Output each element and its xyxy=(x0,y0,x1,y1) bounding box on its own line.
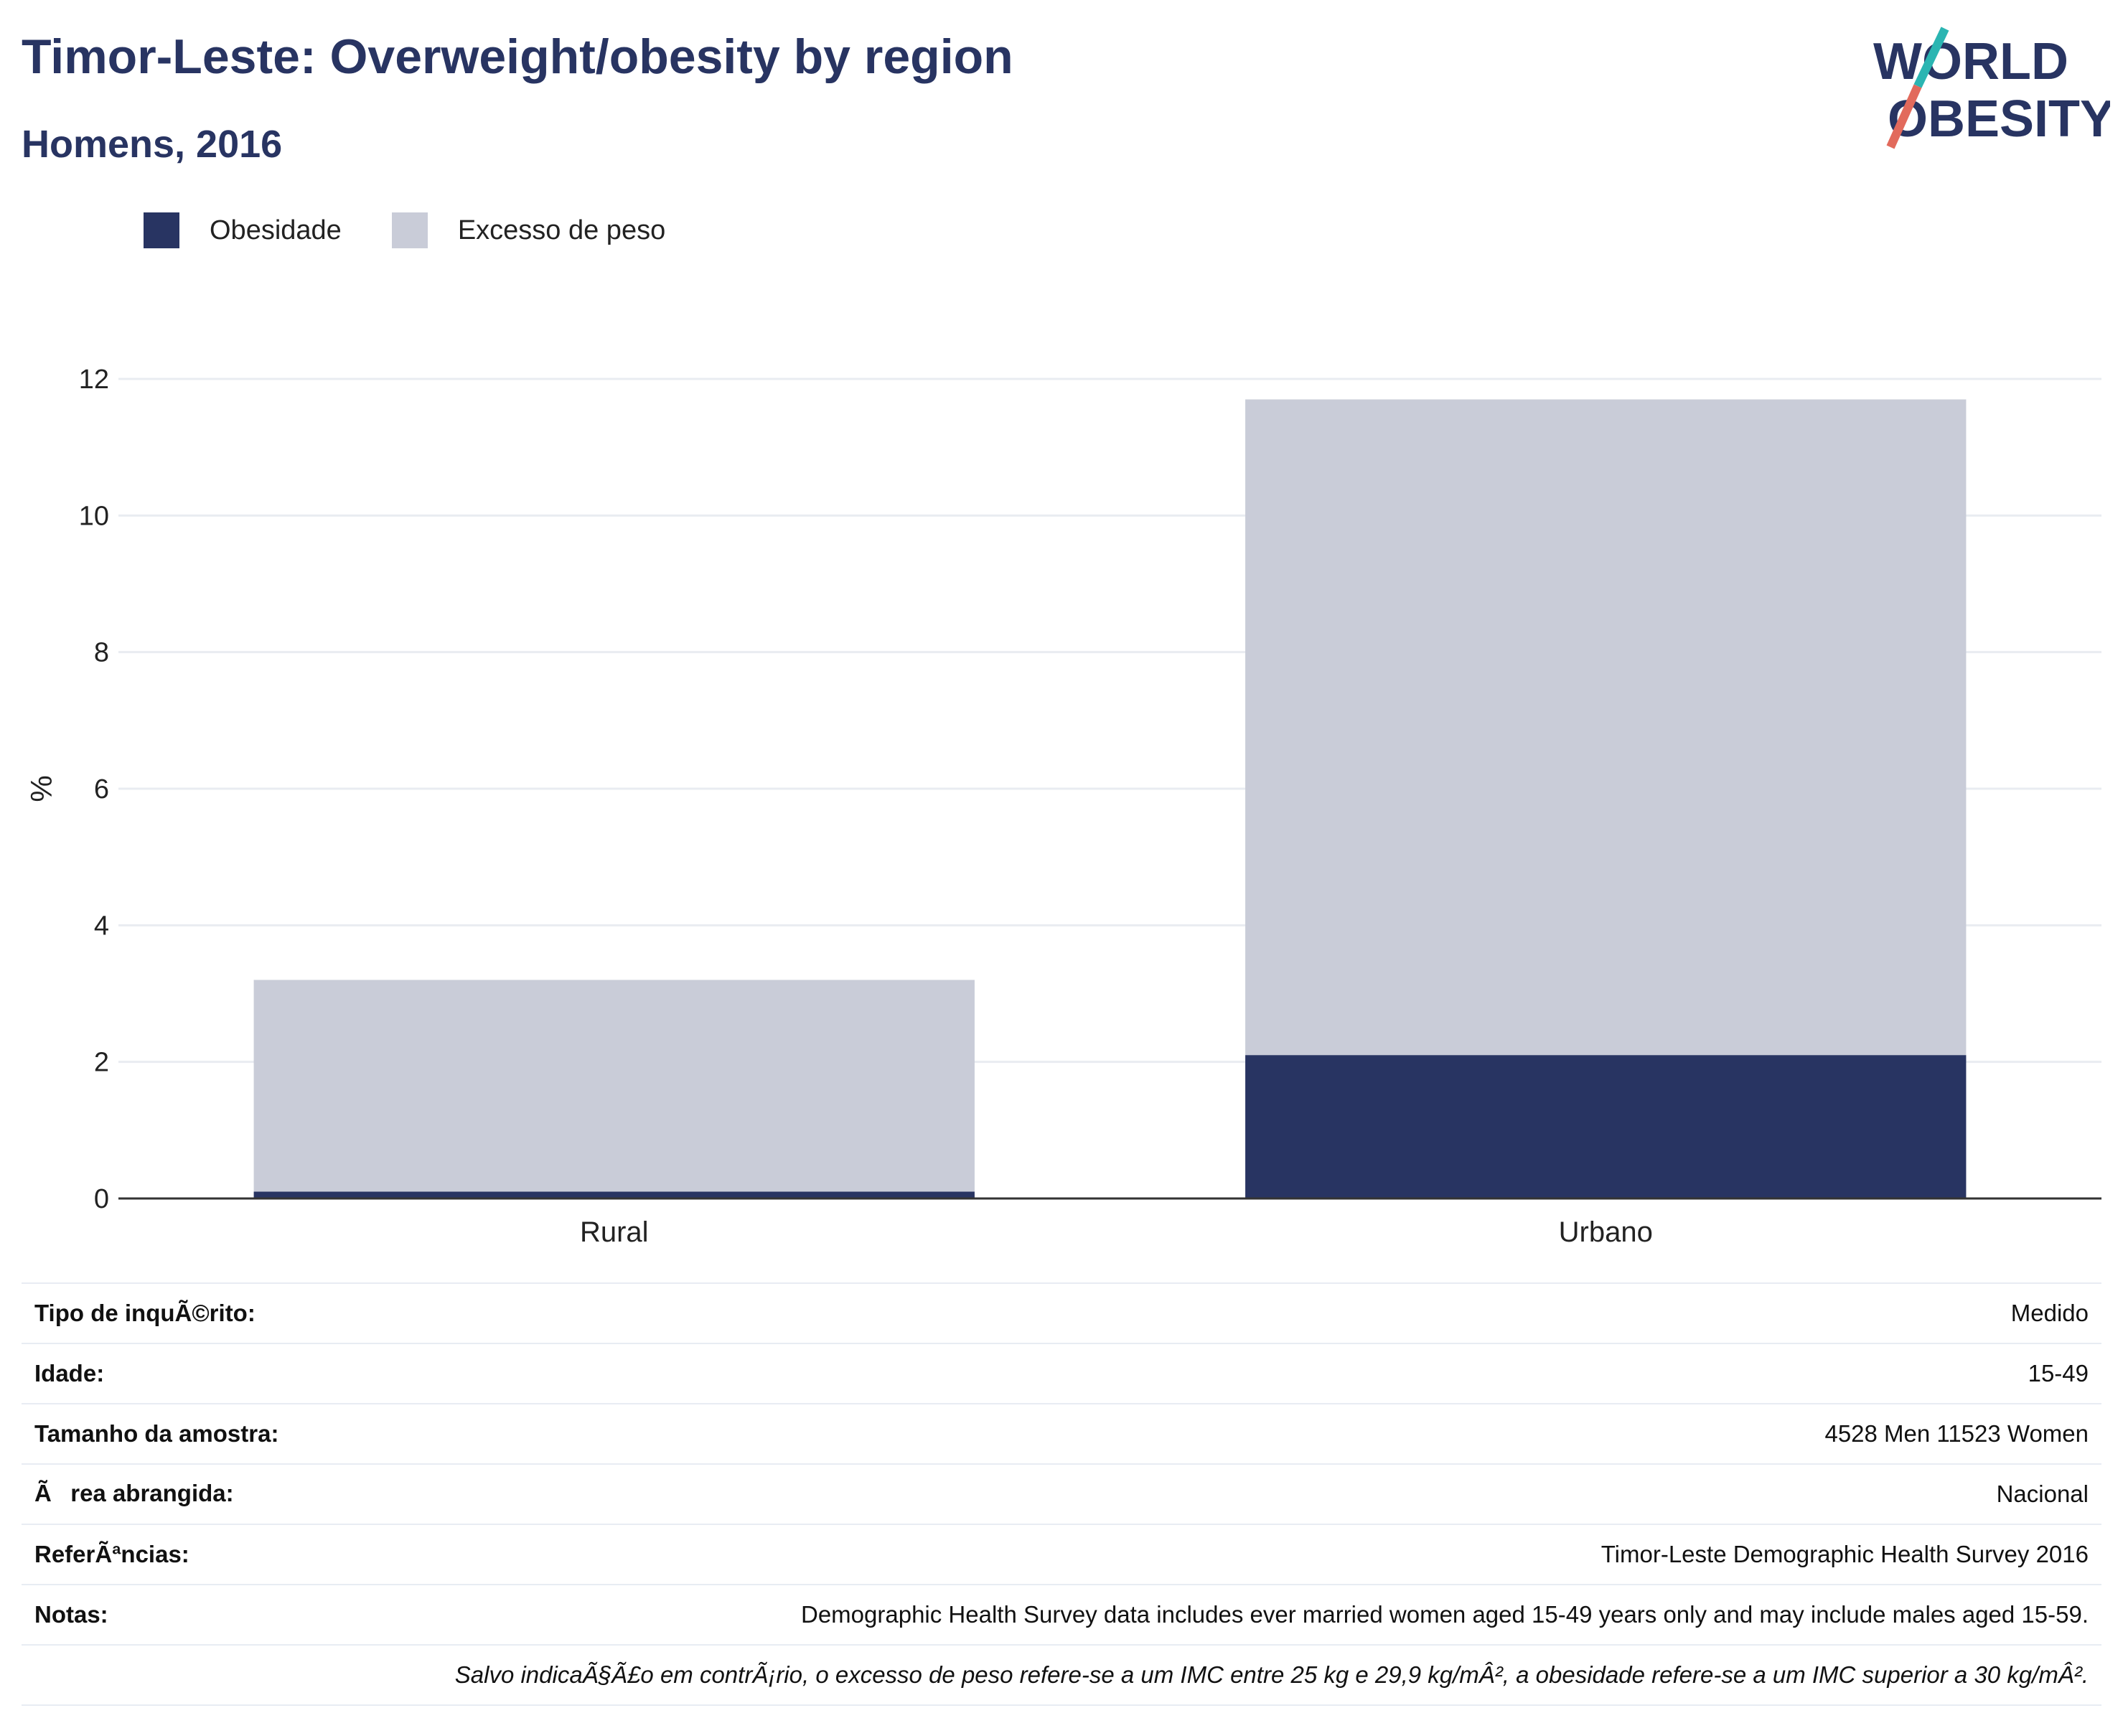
y-tick-label: 2 xyxy=(94,1048,109,1078)
info-value: Medido xyxy=(376,1282,2101,1343)
page-subtitle: Homens, 2016 xyxy=(22,123,283,166)
x-tick-label: Urbano xyxy=(1559,1216,1653,1248)
table-row-footnote: Salvo indicaÃ§Ã£o em contrÃ¡rio, o exces… xyxy=(22,1644,2101,1706)
info-value: Timor-Leste Demographic Health Survey 20… xyxy=(376,1524,2101,1585)
y-tick-label: 8 xyxy=(94,638,109,668)
table-row: Idade: 15-49 xyxy=(22,1343,2101,1404)
x-tick-label: Rural xyxy=(580,1216,649,1248)
survey-info-table: Tipo de inquÃ©rito: Medido Idade: 15-49 Tama… xyxy=(22,1282,2101,1706)
y-tick-label: 12 xyxy=(79,365,109,395)
info-value: Nacional xyxy=(376,1463,2101,1524)
info-key: Idade: xyxy=(22,1343,377,1404)
legend-label-obesity: Obesidade xyxy=(210,215,342,245)
logo-slash-teal xyxy=(1913,27,1949,88)
legend-label-overweight: Excesso de peso xyxy=(457,215,666,245)
legend-entry-obesity: Obesidade xyxy=(144,212,342,248)
table-row: Notas: Demographic Health Survey data inc… xyxy=(22,1584,2101,1645)
y-tick-label: 4 xyxy=(94,911,109,941)
info-key: Tamanho da amostra: xyxy=(22,1403,377,1464)
logo-line2: OBESITY xyxy=(1888,90,2110,148)
legend-entry-overweight: Excesso de peso xyxy=(391,212,666,248)
info-key: Notas: xyxy=(22,1584,377,1645)
world-obesity-logo: WORLD OBESITY xyxy=(1873,27,2110,149)
footnote: Salvo indicaÃ§Ã£o em contrÃ¡rio, o exces… xyxy=(22,1644,2101,1706)
bar-overweight-rural xyxy=(253,980,975,1192)
logo-line1: WORLD xyxy=(1873,33,2068,90)
info-value: Demographic Health Survey data includes … xyxy=(376,1584,2101,1645)
info-key: Tipo de inquÃ©rito: xyxy=(22,1282,377,1343)
info-value: 15-49 xyxy=(376,1343,2101,1404)
bar-overweight-urbano xyxy=(1245,399,1967,1056)
bar-chart: 0 2 4 6 8 10 12% Rural Urbano xyxy=(24,365,2101,1248)
y-tick-label: 6 xyxy=(94,774,109,804)
info-key: ReferÃªncias: xyxy=(22,1524,377,1585)
page-title: Timor-Leste: Overweight/obesity by regio… xyxy=(22,29,1013,84)
chart-legend: Obesidade Excesso de peso xyxy=(144,212,716,248)
table-row: Tamanho da amostra: 4528 Men 11523 Women xyxy=(22,1403,2101,1464)
legend-swatch-obesity xyxy=(144,212,179,248)
y-tick-label: 10 xyxy=(79,501,109,531)
info-value: 4528 Men 11523 Women xyxy=(376,1403,2101,1464)
y-axis-label: % xyxy=(24,775,58,802)
table-row: Tipo de inquÃ©rito: Medido xyxy=(22,1282,2101,1343)
y-tick-label: 0 xyxy=(94,1184,109,1214)
bar-obesity-rural xyxy=(253,1191,975,1198)
table-row: Ãrea abrangida: Nacional xyxy=(22,1463,2101,1524)
logo-slash-coral xyxy=(1886,84,1922,149)
info-key: Ãrea abrangida: xyxy=(22,1463,377,1524)
bar-obesity-urbano xyxy=(1245,1055,1967,1198)
legend-swatch-overweight xyxy=(391,212,428,248)
table-row: ReferÃªncias: Timor-Leste Demographic Hea… xyxy=(22,1524,2101,1585)
